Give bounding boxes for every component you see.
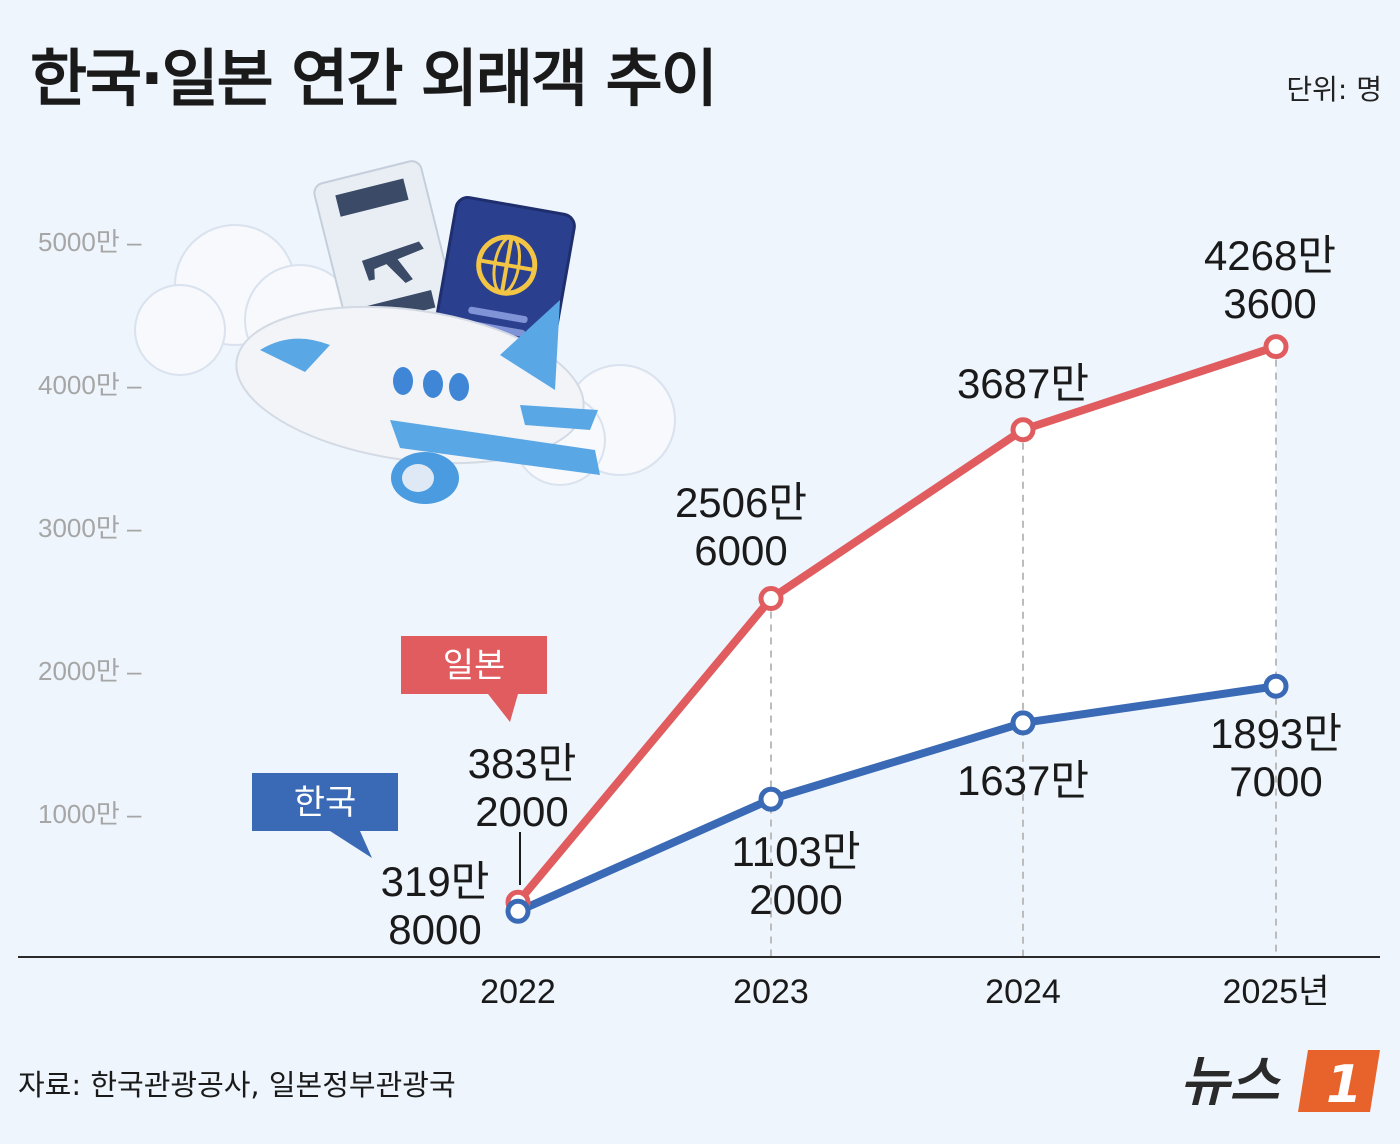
x-tick-label: 2025년 [1223, 973, 1330, 1011]
chart-title: 한국·일본 연간 외래객 추이 [30, 42, 718, 115]
data-label-korea: 319만 8000 [381, 858, 490, 953]
data-label-korea: 1893만 7000 [1210, 710, 1342, 805]
unit-label: 단위: 명 [1286, 73, 1382, 106]
data-label-korea: 1103만 2000 [732, 828, 861, 923]
legend-tag-japan [401, 636, 547, 694]
data-point-korea [505, 898, 531, 924]
legend-label-japan: 일본 [443, 646, 506, 686]
data-point-korea [1010, 710, 1036, 736]
legend-pointer-japan [488, 694, 518, 722]
legend-pointer-korea [330, 831, 372, 858]
y-tick-label: 3000만 – [38, 513, 142, 543]
x-tick-label: 2024 [985, 973, 1061, 1011]
y-tick-label: 4000만 – [38, 370, 142, 400]
travel-illustration [134, 160, 676, 504]
x-tick-label: 2023 [733, 973, 809, 1011]
data-label-japan: 4268만 3600 [1204, 232, 1336, 327]
logo-wordmark: 뉴스 [1180, 1050, 1282, 1113]
data-label-japan: 2506만 6000 [675, 479, 807, 574]
airplane-icon [235, 300, 600, 504]
y-tick-label: 5000만 – [38, 227, 142, 257]
y-tick-label: 1000만 – [38, 799, 142, 829]
plot-area: 1000만 – 2000만 – 3000만 – 4000만 – 5000만 – 2022 2… [18, 227, 1380, 1011]
line-chart: 1000만 – 2000만 – 3000만 – 4000만 – 5000만 – 2022 2… [18, 160, 1380, 1011]
data-label-korea: 1637만 [957, 757, 1089, 804]
source-note: 자료: 한국관광공사, 일본정부관광국 [18, 1068, 456, 1102]
data-point-korea [1263, 673, 1289, 699]
data-label-japan: 383만 2000 [468, 740, 577, 835]
data-point-japan [1263, 334, 1289, 360]
data-label-japan: 3687만 [957, 360, 1089, 407]
x-tick-label: 2022 [480, 973, 556, 1011]
y-tick-label: 2000만 – [38, 656, 142, 686]
series-line-japan [514, 342, 1278, 905]
legend-label-korea: 한국 [294, 783, 357, 823]
area-between-series [518, 346, 1276, 912]
logo-badge: 1 [1298, 1050, 1380, 1115]
logo-mark: 1 [1326, 1055, 1362, 1115]
data-point-japan [758, 586, 784, 612]
legend-tag-korea [252, 773, 398, 831]
data-point-japan [1010, 417, 1036, 443]
series-line-korea [516, 682, 1277, 915]
news1-logo: 뉴스 1 [1180, 1050, 1380, 1115]
data-point-korea [758, 786, 784, 812]
